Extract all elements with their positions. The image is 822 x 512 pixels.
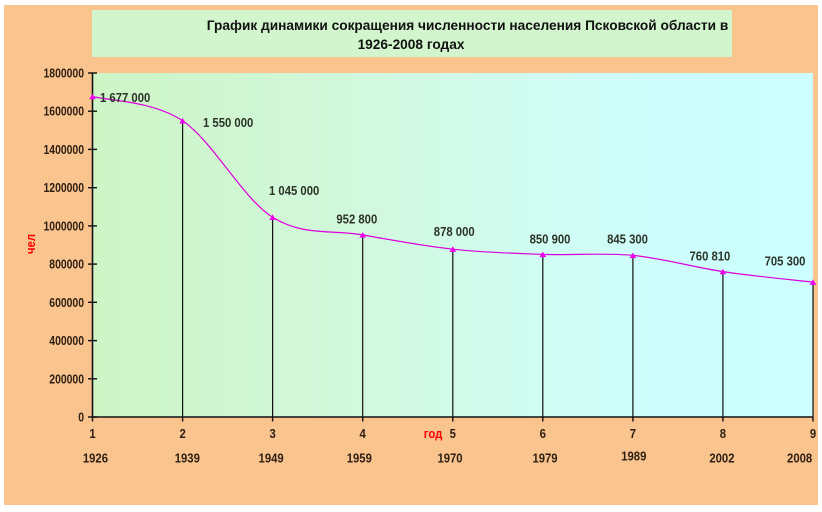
svg-text:760 810: 760 810 <box>690 249 731 264</box>
svg-text:чел: чел <box>23 234 38 254</box>
svg-text:5: 5 <box>450 426 456 441</box>
svg-text:1979: 1979 <box>532 451 557 466</box>
svg-text:2008: 2008 <box>787 451 812 466</box>
svg-text:705 300: 705 300 <box>765 254 806 269</box>
svg-text:1 677 000: 1 677 000 <box>100 90 150 105</box>
svg-text:400000: 400000 <box>49 334 84 348</box>
svg-text:2002: 2002 <box>709 451 734 466</box>
svg-text:1800000: 1800000 <box>44 66 85 80</box>
svg-text:1926: 1926 <box>83 451 108 466</box>
svg-text:1 045 000: 1 045 000 <box>269 183 319 198</box>
svg-text:845 300: 845 300 <box>607 232 648 247</box>
svg-text:1000000: 1000000 <box>44 219 85 233</box>
svg-text:1400000: 1400000 <box>44 143 85 157</box>
svg-text:4: 4 <box>360 426 366 441</box>
svg-text:1949: 1949 <box>259 451 284 466</box>
svg-text:7: 7 <box>630 426 636 441</box>
svg-text:0: 0 <box>78 410 84 424</box>
svg-text:6: 6 <box>540 426 546 441</box>
svg-text:1600000: 1600000 <box>44 105 85 119</box>
svg-text:2: 2 <box>179 426 185 441</box>
svg-text:1970: 1970 <box>437 451 462 466</box>
svg-text:1: 1 <box>89 426 95 441</box>
svg-text:800000: 800000 <box>49 258 84 272</box>
svg-text:1200000: 1200000 <box>44 181 85 195</box>
svg-text:9: 9 <box>810 426 816 441</box>
svg-text:850 900: 850 900 <box>530 232 571 247</box>
svg-text:год: год <box>424 426 443 441</box>
svg-text:952 800: 952 800 <box>336 212 377 227</box>
svg-text:3: 3 <box>269 426 275 441</box>
svg-text:200000: 200000 <box>49 372 84 386</box>
svg-text:1959: 1959 <box>347 451 372 466</box>
svg-text:600000: 600000 <box>49 296 84 310</box>
svg-text:1989: 1989 <box>621 449 646 464</box>
svg-text:1 550 000: 1 550 000 <box>203 115 253 130</box>
svg-text:1939: 1939 <box>175 451 200 466</box>
svg-text:878 000: 878 000 <box>434 224 475 239</box>
svg-text:8: 8 <box>720 426 726 441</box>
